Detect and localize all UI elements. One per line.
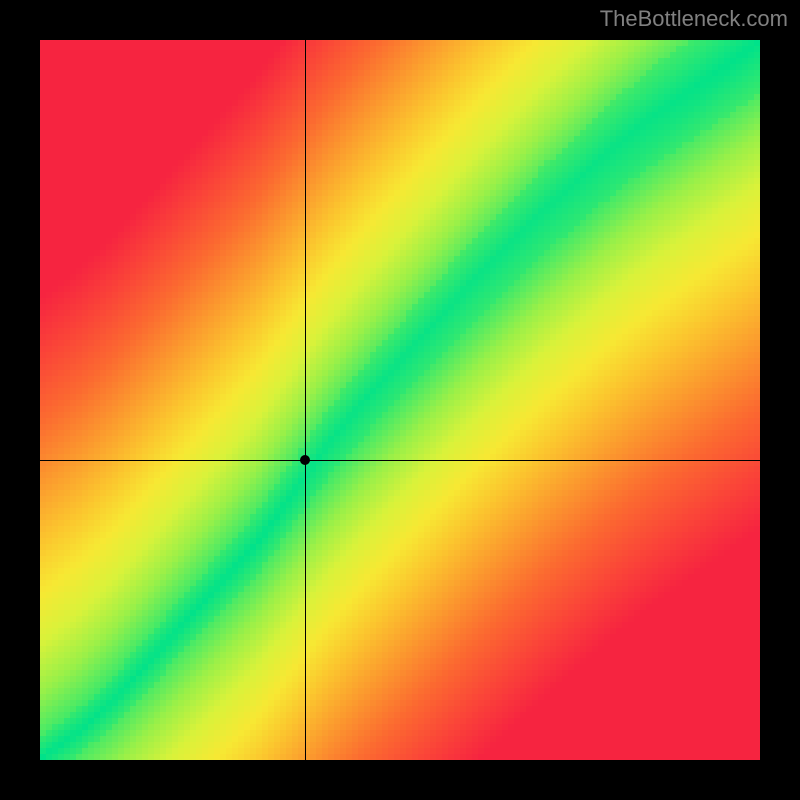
crosshair-vertical [305, 40, 306, 760]
heatmap-canvas [40, 40, 760, 760]
crosshair-horizontal [40, 460, 760, 461]
plot-area [40, 40, 760, 760]
watermark-text: TheBottleneck.com [600, 6, 788, 32]
marker-dot [300, 455, 310, 465]
